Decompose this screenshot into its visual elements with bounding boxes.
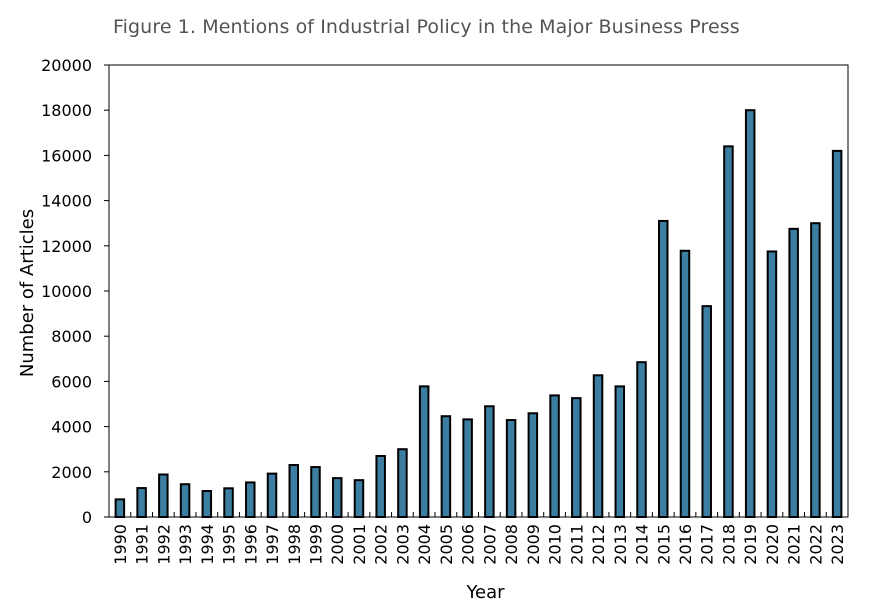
bar-2016	[679, 249, 691, 518]
x-tick-label: 2007	[480, 524, 499, 565]
y-tick-label: 20000	[41, 56, 92, 75]
y-tick-label: 12000	[41, 237, 92, 256]
x-axis-title: Year	[465, 582, 505, 603]
bar-2001	[353, 479, 365, 518]
bar-1990	[114, 498, 126, 519]
x-tick-label: 2015	[654, 524, 673, 565]
bar-2005	[440, 415, 452, 519]
y-axis-title: Number of Articles	[17, 209, 38, 377]
x-tick-label: 2010	[546, 524, 565, 565]
x-tick-label: 2009	[524, 524, 543, 565]
bar-2009	[527, 412, 539, 518]
x-tick-label: 2018	[719, 524, 738, 565]
bar-1996	[245, 481, 256, 518]
x-tick-label: 2016	[676, 524, 695, 565]
bar-2017	[701, 305, 712, 518]
x-tick-label: 1990	[111, 524, 130, 565]
bar-1997	[266, 472, 278, 518]
x-tick-label: 2002	[372, 524, 391, 565]
x-tick-label: 1995	[220, 524, 239, 565]
y-tick-label: 14000	[41, 192, 92, 211]
bar-1993	[179, 483, 191, 519]
x-tick-label: 1993	[176, 524, 195, 565]
bar-2011	[571, 397, 582, 518]
bar-2010	[549, 394, 560, 518]
x-tick-label: 2011	[567, 524, 586, 565]
bar-2013	[614, 385, 626, 519]
bar-1991	[136, 487, 147, 518]
bar-1995	[223, 487, 234, 519]
bar-2012	[592, 374, 604, 518]
x-tick-label: 1997	[263, 524, 282, 565]
bar-1998	[288, 464, 299, 518]
bar-2022	[810, 222, 821, 518]
bar-1999	[310, 466, 321, 518]
x-tick-label: 1998	[285, 524, 304, 565]
x-tick-label: 2019	[741, 524, 760, 565]
chart-title: Figure 1. Mentions of Industrial Policy …	[113, 16, 740, 38]
x-tick-label: 2022	[806, 524, 825, 565]
x-tick-label: 2023	[828, 524, 847, 565]
bar-2020	[766, 250, 778, 518]
bar-2003	[397, 448, 408, 519]
y-tick-label: 2000	[51, 463, 92, 482]
x-tick-label: 2013	[611, 524, 630, 565]
bar-2021	[788, 227, 799, 518]
x-tick-label: 2003	[393, 524, 412, 565]
plot-frame	[108, 64, 849, 518]
bar-2023	[831, 149, 843, 518]
x-tick-label: 2001	[350, 524, 369, 565]
x-tick-label: 2017	[698, 524, 717, 565]
bar-2000	[331, 477, 343, 518]
x-tick-label: 2000	[328, 524, 347, 565]
bar-2019	[744, 109, 756, 518]
x-tick-label: 2014	[633, 524, 652, 565]
x-tick-label: 2006	[459, 524, 478, 565]
x-tick-label: 2020	[763, 524, 782, 565]
bar-2006	[462, 418, 473, 519]
bar-2018	[723, 145, 734, 519]
bar-2015	[658, 219, 669, 518]
x-tick-label: 1992	[154, 524, 173, 565]
bar-1992	[158, 473, 169, 518]
bar-2004	[418, 385, 430, 519]
bar-2014	[636, 361, 647, 518]
x-tick-label: 1999	[306, 524, 325, 565]
x-tick-label: 1994	[198, 524, 217, 565]
y-tick-label: 16000	[41, 146, 92, 165]
bar-2002	[375, 454, 386, 519]
bar-1994	[201, 490, 213, 519]
bar-2007	[484, 405, 495, 519]
x-tick-label: 2012	[589, 524, 608, 565]
y-tick-label: 0	[82, 508, 92, 527]
y-tick-label: 4000	[51, 418, 92, 437]
y-tick-label: 6000	[51, 372, 92, 391]
x-tick-label: 2005	[437, 524, 456, 565]
x-tick-label: 2008	[502, 524, 521, 565]
x-tick-label: 2004	[415, 524, 434, 565]
y-tick-label: 8000	[51, 327, 92, 346]
y-tick-label: 10000	[41, 282, 92, 301]
x-tick-label: 2021	[785, 524, 804, 565]
y-tick-label: 18000	[41, 101, 92, 120]
x-tick-label: 1996	[241, 524, 260, 565]
x-tick-label: 1991	[133, 524, 152, 565]
bar-2008	[505, 419, 517, 518]
